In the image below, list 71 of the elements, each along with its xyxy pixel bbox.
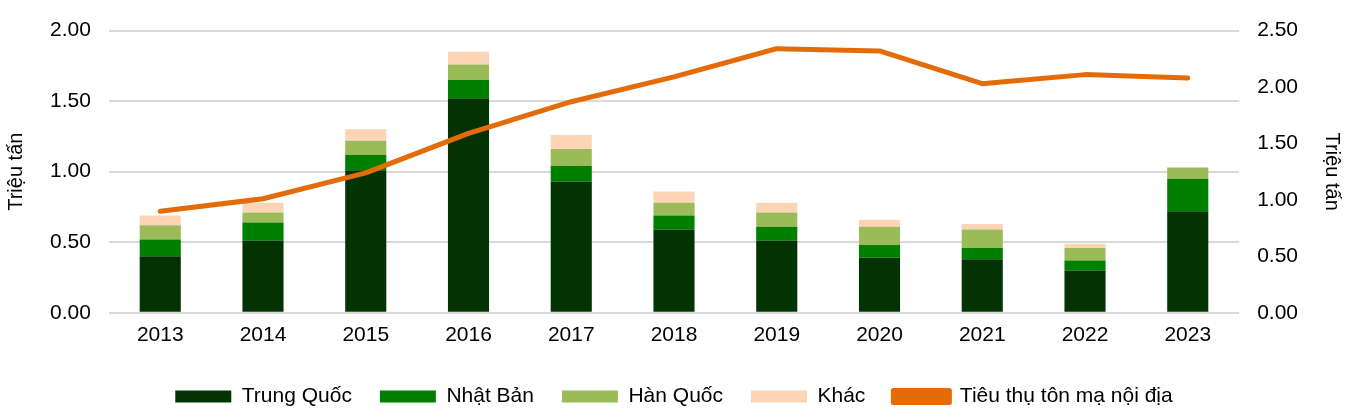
bar	[139, 256, 181, 312]
bar	[242, 202, 284, 213]
bar	[858, 226, 901, 246]
y2-tick-label: 0.50	[1257, 243, 1298, 267]
y2-tick-label: 2.00	[1257, 73, 1298, 97]
legend-label: Nhật Bản	[446, 383, 534, 407]
bar	[550, 149, 592, 167]
legend-label: Hàn Quốc	[628, 383, 724, 407]
bar	[550, 181, 592, 312]
bar	[139, 239, 181, 257]
bar	[961, 259, 1003, 312]
bar	[345, 170, 387, 312]
y2-tick-label: 1.00	[1257, 186, 1298, 210]
x-tick-label: 2015	[342, 322, 390, 346]
bar	[1064, 260, 1106, 271]
bar	[242, 222, 284, 241]
bar	[653, 191, 695, 203]
bar	[756, 202, 798, 213]
x-tick-label: 2017	[547, 322, 595, 346]
y2-axis-title: Triệu tấn	[1322, 132, 1345, 211]
bar	[756, 212, 798, 227]
bar	[961, 247, 1003, 260]
bar	[1064, 247, 1106, 261]
bar	[447, 64, 490, 80]
x-tick-label: 2023	[1164, 322, 1212, 346]
y-axis-title: Triệu tấn	[3, 132, 26, 211]
y2-tick-label: 0.00	[1257, 299, 1298, 323]
bar	[345, 140, 387, 155]
legend-label: Trung Quốc	[241, 383, 352, 407]
bar	[447, 79, 490, 99]
bar	[653, 202, 695, 216]
legend-label: Khác	[817, 383, 866, 407]
y-tick-label: 1.00	[50, 158, 91, 182]
y2-tick-label: 1.50	[1257, 130, 1298, 154]
bar	[242, 212, 284, 223]
bar	[858, 245, 901, 258]
bar	[139, 215, 181, 226]
x-tick-label: 2022	[1061, 322, 1109, 346]
bar	[961, 223, 1003, 230]
bar	[653, 215, 695, 230]
bar	[139, 225, 181, 240]
x-tick-label: 2016	[445, 322, 492, 346]
x-tick-label: 2018	[650, 322, 698, 346]
y2-tick-label: 2.50	[1257, 17, 1298, 41]
bar	[550, 135, 592, 150]
bar	[242, 240, 284, 312]
x-tick-label: 2020	[856, 322, 903, 346]
bar	[550, 166, 592, 182]
bar	[858, 219, 901, 227]
x-tick-label: 2014	[239, 322, 287, 346]
bar	[756, 240, 798, 312]
bar	[858, 257, 901, 312]
bar	[1167, 167, 1209, 179]
bar	[1167, 211, 1209, 312]
bar	[653, 229, 695, 312]
bar	[1064, 243, 1106, 248]
bar	[345, 129, 387, 141]
bar	[447, 98, 490, 312]
x-tick-label: 2021	[958, 322, 1006, 346]
legend-label: Tiêu thụ tôn mạ nội địa	[959, 383, 1174, 407]
bar	[1167, 178, 1209, 212]
x-tick-label: 2013	[136, 322, 184, 346]
x-tick-label: 2019	[753, 322, 801, 346]
y-tick-label: 2.00	[50, 17, 91, 41]
bar	[756, 226, 798, 241]
bar	[961, 229, 1003, 248]
y-tick-label: 0.00	[50, 299, 91, 323]
y-tick-label: 1.50	[50, 87, 91, 111]
bar	[1064, 270, 1106, 312]
bar	[447, 51, 490, 65]
y-tick-label: 0.50	[50, 229, 91, 253]
